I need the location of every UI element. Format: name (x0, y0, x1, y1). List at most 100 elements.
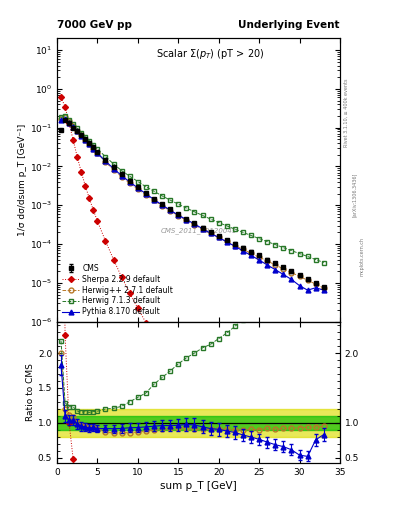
Sherpa 2.2.9 default (143, 319, 148, 326)
Pythia 8.170 default (176, 212, 181, 218)
Sherpa 2.2.9 default (208, 422, 213, 428)
Pythia 8.170 default (67, 120, 72, 126)
Herwig 7.1.3 default (176, 201, 181, 207)
Text: 7000 GeV pp: 7000 GeV pp (57, 20, 132, 30)
Pythia 8.170 default (289, 276, 294, 283)
Pythia 8.170 default (168, 207, 173, 213)
Herwig 7.1.3 default (63, 113, 68, 119)
Pythia 8.170 default (143, 190, 148, 197)
Herwig 7.1.3 default (168, 197, 173, 203)
Sherpa 2.2.9 default (224, 446, 229, 452)
Herwig 7.1.3 default (192, 209, 197, 215)
Herwig 7.1.3 default (67, 117, 72, 123)
Herwig 7.1.3 default (273, 242, 277, 248)
Sherpa 2.2.9 default (111, 257, 116, 263)
Herwig++ 2.7.1 default (281, 266, 286, 272)
Herwig 7.1.3 default (305, 253, 310, 260)
Text: CMS_2011_S9120041: CMS_2011_S9120041 (160, 228, 237, 234)
Pythia 8.170 default (87, 141, 92, 147)
Sherpa 2.2.9 default (168, 359, 173, 366)
Herwig 7.1.3 default (289, 247, 294, 253)
Herwig++ 2.7.1 default (305, 277, 310, 283)
Herwig 7.1.3 default (265, 239, 270, 245)
Herwig 7.1.3 default (321, 260, 326, 266)
Pythia 8.170 default (184, 217, 189, 223)
Herwig 7.1.3 default (75, 125, 79, 132)
Pythia 8.170 default (160, 202, 164, 208)
Herwig++ 2.7.1 default (200, 226, 205, 232)
Herwig++ 2.7.1 default (136, 186, 140, 193)
Herwig 7.1.3 default (111, 161, 116, 167)
Herwig 7.1.3 default (297, 250, 302, 257)
Herwig++ 2.7.1 default (63, 114, 68, 120)
Sherpa 2.2.9 default (160, 347, 164, 353)
Text: [arXiv:1306.3436]: [arXiv:1306.3436] (352, 173, 357, 217)
Sherpa 2.2.9 default (95, 218, 100, 224)
Pythia 8.170 default (297, 283, 302, 289)
Herwig++ 2.7.1 default (224, 239, 229, 245)
Herwig 7.1.3 default (160, 193, 164, 199)
Herwig++ 2.7.1 default (91, 145, 96, 152)
Herwig++ 2.7.1 default (119, 174, 124, 180)
Herwig 7.1.3 default (87, 138, 92, 144)
Pythia 8.170 default (79, 133, 84, 139)
Pythia 8.170 default (273, 267, 277, 273)
Herwig++ 2.7.1 default (289, 269, 294, 275)
Herwig++ 2.7.1 default (273, 262, 277, 268)
Herwig++ 2.7.1 default (216, 234, 221, 241)
Herwig 7.1.3 default (200, 212, 205, 219)
Herwig++ 2.7.1 default (111, 167, 116, 173)
Herwig++ 2.7.1 default (208, 230, 213, 237)
Sherpa 2.2.9 default (127, 290, 132, 296)
Sherpa 2.2.9 default (79, 169, 84, 175)
Sherpa 2.2.9 default (265, 506, 270, 512)
Sherpa 2.2.9 default (249, 482, 253, 488)
Pythia 8.170 default (103, 158, 108, 164)
Line: Pythia 8.170 default: Pythia 8.170 default (59, 116, 326, 292)
Herwig 7.1.3 default (127, 173, 132, 179)
Herwig 7.1.3 default (83, 134, 88, 140)
Pythia 8.170 default (63, 116, 68, 122)
Herwig 7.1.3 default (313, 257, 318, 263)
Herwig++ 2.7.1 default (83, 137, 88, 143)
Sherpa 2.2.9 default (136, 305, 140, 311)
Sherpa 2.2.9 default (59, 94, 63, 100)
Pythia 8.170 default (71, 124, 75, 130)
Pythia 8.170 default (136, 185, 140, 191)
Herwig 7.1.3 default (249, 232, 253, 239)
Herwig 7.1.3 default (79, 130, 84, 136)
Sherpa 2.2.9 default (200, 410, 205, 416)
Pythia 8.170 default (208, 230, 213, 237)
Sherpa 2.2.9 default (257, 494, 261, 500)
Sherpa 2.2.9 default (152, 333, 156, 339)
Line: Herwig++ 2.7.1 default: Herwig++ 2.7.1 default (59, 115, 326, 290)
Pythia 8.170 default (119, 173, 124, 179)
Pythia 8.170 default (313, 285, 318, 291)
Herwig 7.1.3 default (281, 245, 286, 251)
Sherpa 2.2.9 default (91, 207, 96, 213)
Herwig 7.1.3 default (257, 236, 261, 242)
Herwig++ 2.7.1 default (79, 133, 84, 139)
Sherpa 2.2.9 default (87, 196, 92, 202)
Pythia 8.170 default (321, 287, 326, 293)
Pythia 8.170 default (281, 271, 286, 278)
Herwig++ 2.7.1 default (313, 281, 318, 287)
Sherpa 2.2.9 default (63, 103, 68, 110)
Herwig 7.1.3 default (224, 223, 229, 229)
Pythia 8.170 default (83, 137, 88, 143)
Line: Sherpa 2.2.9 default: Sherpa 2.2.9 default (59, 95, 326, 512)
Herwig 7.1.3 default (143, 184, 148, 190)
Legend: CMS, Sherpa 2.2.9 default, Herwig++ 2.7.1 default, Herwig 7.1.3 default, Pythia : CMS, Sherpa 2.2.9 default, Herwig++ 2.7.… (61, 262, 174, 318)
Herwig++ 2.7.1 default (95, 150, 100, 156)
Herwig++ 2.7.1 default (168, 208, 173, 214)
Sherpa 2.2.9 default (67, 120, 72, 126)
Sherpa 2.2.9 default (83, 183, 88, 189)
Herwig 7.1.3 default (71, 121, 75, 127)
Herwig++ 2.7.1 default (321, 285, 326, 291)
Herwig++ 2.7.1 default (249, 250, 253, 257)
Pythia 8.170 default (216, 234, 221, 241)
Herwig 7.1.3 default (59, 114, 63, 120)
Herwig++ 2.7.1 default (160, 203, 164, 209)
Herwig++ 2.7.1 default (127, 180, 132, 186)
Herwig 7.1.3 default (103, 154, 108, 160)
